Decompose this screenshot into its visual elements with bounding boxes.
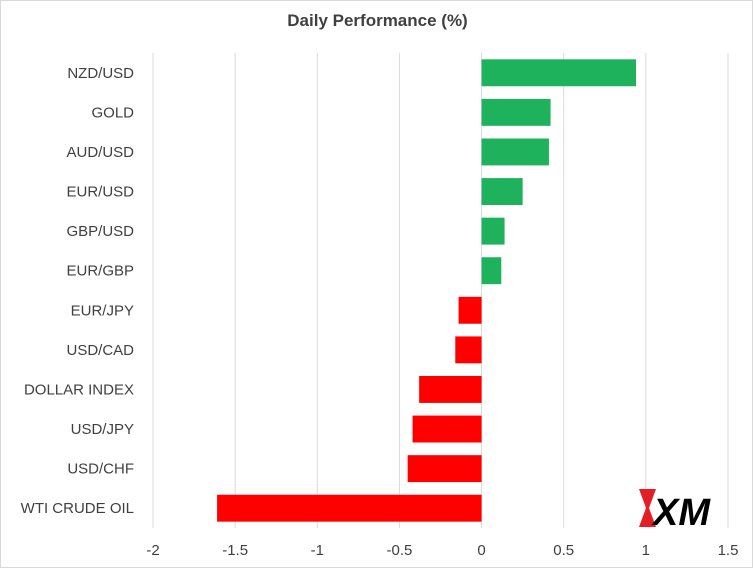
category-label: USD/CAD xyxy=(66,342,134,359)
bar xyxy=(419,376,482,403)
bar xyxy=(481,59,636,87)
bar xyxy=(481,257,502,285)
x-tick-label: 0 xyxy=(477,542,485,559)
x-tick-label: -0.5 xyxy=(386,542,412,559)
bar xyxy=(412,415,482,443)
bars xyxy=(217,59,636,522)
category-label: USD/CHF xyxy=(67,461,134,478)
x-tick-label: 1.5 xyxy=(718,542,739,559)
category-labels: NZD/USD GOLD AUD/USD EUR/USD GBP/USD EUR/GBP E… xyxy=(21,65,135,517)
category-label: NZD/USD xyxy=(67,65,134,82)
x-tick-label: -1.5 xyxy=(222,542,248,559)
category-label: USD/JPY xyxy=(71,421,134,438)
bar xyxy=(481,217,505,245)
x-tick-label: -2 xyxy=(146,542,159,559)
x-tick-label: -1 xyxy=(311,542,324,559)
chart-title: Daily Performance (%) xyxy=(287,11,468,30)
bar xyxy=(407,455,482,483)
category-label: GBP/USD xyxy=(66,223,134,240)
category-label: AUD/USD xyxy=(66,144,134,161)
bar xyxy=(455,336,482,364)
xm-logo: XM xyxy=(639,489,711,534)
bar xyxy=(481,178,523,205)
bar xyxy=(481,138,549,166)
x-tick-label: 0.5 xyxy=(553,542,574,559)
category-label: EUR/JPY xyxy=(71,302,134,319)
category-label: GOLD xyxy=(91,104,134,121)
x-tick-label: 1 xyxy=(642,542,650,559)
category-label: EUR/GBP xyxy=(66,263,134,280)
grid-lines xyxy=(152,53,729,528)
category-label: DOLLAR INDEX xyxy=(24,381,134,398)
bar xyxy=(217,494,482,522)
logo-text: XM xyxy=(651,492,711,534)
category-label: EUR/USD xyxy=(66,184,134,201)
x-tick-labels: -2 -1.5 -1 -0.5 0 0.5 1 1.5 xyxy=(146,542,738,559)
bar xyxy=(481,98,551,126)
category-label: WTI CRUDE OIL xyxy=(21,500,134,517)
bar xyxy=(458,296,482,324)
